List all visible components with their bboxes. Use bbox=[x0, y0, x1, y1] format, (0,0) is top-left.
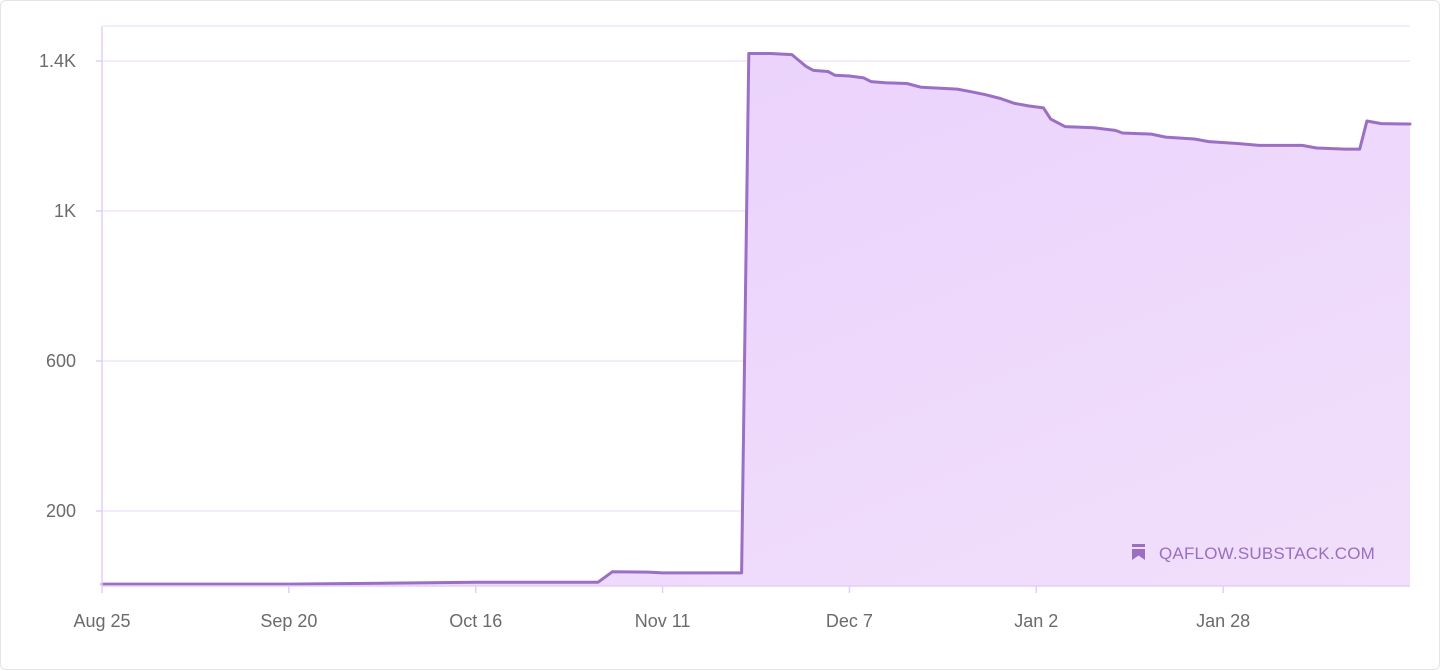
plot-area bbox=[100, 52, 1412, 586]
series-line bbox=[100, 52, 1412, 586]
x-tick-label: Jan 28 bbox=[1196, 611, 1250, 631]
y-tick-label: 600 bbox=[46, 351, 76, 371]
y-tick-label: 200 bbox=[46, 501, 76, 521]
y-tick-label: 1K bbox=[54, 201, 76, 221]
x-tick-label: Aug 25 bbox=[73, 611, 130, 631]
x-tick-label: Jan 2 bbox=[1014, 611, 1058, 631]
x-tick-label: Oct 16 bbox=[449, 611, 502, 631]
bookmark-icon bbox=[1132, 544, 1145, 560]
watermark-text: QAFLOW.SUBSTACK.COM bbox=[1159, 544, 1375, 563]
series-area bbox=[102, 53, 1410, 586]
x-axis-ticks: Aug 25 Sep 20 Oct 16 Nov 11 Dec 7 Jan 2 Jan 28 bbox=[73, 586, 1250, 631]
x-tick-label: Nov 11 bbox=[635, 611, 691, 631]
y-tick-label: 1.4K bbox=[39, 51, 76, 71]
y-axis-ticks: 200 600 1K 1.4K bbox=[39, 51, 102, 521]
watermark: QAFLOW.SUBSTACK.COM bbox=[1132, 544, 1375, 563]
x-tick-label: Dec 7 bbox=[826, 611, 873, 631]
x-tick-label: Sep 20 bbox=[260, 611, 317, 631]
axes bbox=[101, 25, 1410, 587]
